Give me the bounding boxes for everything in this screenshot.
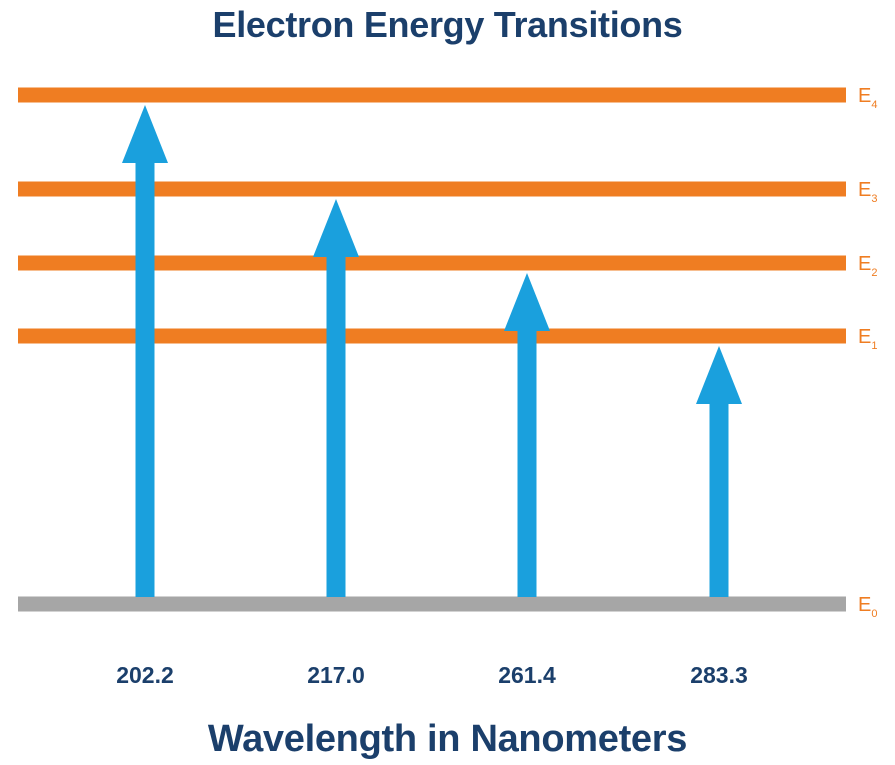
level-label-base: E: [858, 179, 871, 201]
transition-arrow-3: [504, 273, 550, 597]
energy-level-label-e0: E0: [858, 594, 877, 620]
arrow-head: [122, 105, 168, 163]
level-label-base: E: [858, 253, 871, 275]
energy-level-line-e0: [18, 596, 846, 612]
wavelength-label-3: 261.4: [498, 662, 556, 688]
level-label-base: E: [858, 85, 871, 107]
transition-arrow-4: [696, 346, 742, 597]
energy-level-label-e2: E2: [858, 253, 877, 279]
energy-level-label-e1: E1: [858, 326, 877, 352]
arrow-shaft: [517, 329, 537, 597]
arrow-shaft: [326, 255, 346, 597]
wavelength-label-1: 202.2: [116, 662, 174, 688]
level-label-subscript: 4: [871, 99, 877, 111]
energy-level-label-e3: E3: [858, 179, 877, 205]
wavelength-label-2: 217.0: [307, 662, 365, 688]
level-label-subscript: 1: [871, 340, 877, 352]
energy-level-line-e3: [18, 181, 846, 197]
level-label-subscript: 0: [871, 608, 877, 620]
energy-level-line-e2: [18, 255, 846, 271]
transition-arrow-2: [313, 199, 359, 597]
arrow-head: [504, 273, 550, 331]
energy-level-line-e1: [18, 328, 846, 344]
level-label-subscript: 3: [871, 193, 877, 205]
arrow-head: [696, 346, 742, 404]
diagram-title: Electron Energy Transitions: [212, 4, 683, 45]
level-label-base: E: [858, 326, 871, 348]
level-label-base: E: [858, 594, 871, 616]
energy-level-label-e4: E4: [858, 85, 877, 111]
wavelength-label-4: 283.3: [690, 662, 748, 688]
x-axis-label: Wavelength in Nanometers: [207, 718, 688, 760]
level-label-subscript: 2: [871, 267, 877, 279]
arrow-head: [313, 199, 359, 257]
energy-level-line-e4: [18, 87, 846, 103]
arrow-shaft: [709, 402, 729, 597]
arrow-shaft: [135, 161, 155, 597]
transition-arrow-1: [122, 105, 168, 597]
